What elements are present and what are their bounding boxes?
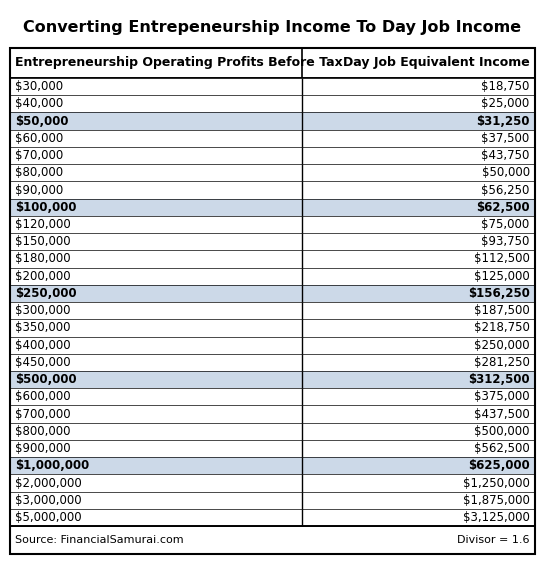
Text: $75,000: $75,000 — [481, 218, 530, 231]
Text: $150,000: $150,000 — [15, 235, 71, 249]
Text: $250,000: $250,000 — [474, 339, 530, 352]
Bar — [10, 440, 535, 457]
Bar — [10, 250, 535, 268]
Text: $1,250,000: $1,250,000 — [463, 477, 530, 489]
Bar — [10, 198, 535, 216]
Text: $600,000: $600,000 — [15, 391, 71, 403]
Bar — [10, 78, 535, 95]
Text: $93,750: $93,750 — [481, 235, 530, 249]
Text: $500,000: $500,000 — [15, 373, 77, 386]
Text: $43,750: $43,750 — [481, 149, 530, 162]
Bar — [10, 147, 535, 164]
Text: $300,000: $300,000 — [15, 304, 71, 317]
Text: $70,000: $70,000 — [15, 149, 64, 162]
Text: $625,000: $625,000 — [468, 459, 530, 473]
Bar — [10, 112, 535, 130]
Text: $18,750: $18,750 — [481, 80, 530, 93]
Text: Converting Entrepeneurship Income To Day Job Income: Converting Entrepeneurship Income To Day… — [23, 20, 522, 36]
Bar — [10, 164, 535, 182]
Text: $62,500: $62,500 — [476, 201, 530, 214]
Bar — [10, 509, 535, 526]
Text: $120,000: $120,000 — [15, 218, 71, 231]
Text: $400,000: $400,000 — [15, 339, 71, 352]
Text: $200,000: $200,000 — [15, 269, 71, 283]
Text: $350,000: $350,000 — [15, 321, 71, 335]
Bar — [10, 285, 535, 302]
Text: $250,000: $250,000 — [15, 287, 77, 300]
Text: $56,250: $56,250 — [481, 183, 530, 197]
Text: $437,500: $437,500 — [474, 407, 530, 421]
Bar — [10, 95, 535, 112]
Bar — [10, 182, 535, 198]
Text: $180,000: $180,000 — [15, 253, 71, 265]
Text: Day Job Equivalent Income: Day Job Equivalent Income — [343, 56, 530, 69]
Bar — [10, 130, 535, 147]
Bar — [10, 492, 535, 509]
Text: $112,500: $112,500 — [474, 253, 530, 265]
Bar — [10, 216, 535, 233]
Text: $60,000: $60,000 — [15, 132, 64, 145]
Bar — [10, 336, 535, 354]
Bar — [10, 354, 535, 371]
Bar — [10, 526, 535, 554]
Text: $800,000: $800,000 — [15, 425, 71, 438]
Text: $312,500: $312,500 — [468, 373, 530, 386]
Bar — [10, 233, 535, 250]
Text: $450,000: $450,000 — [15, 356, 71, 369]
Text: $375,000: $375,000 — [474, 391, 530, 403]
Text: $700,000: $700,000 — [15, 407, 71, 421]
Text: Divisor = 1.6: Divisor = 1.6 — [457, 535, 530, 545]
Bar — [10, 457, 535, 474]
Text: $3,125,000: $3,125,000 — [463, 511, 530, 524]
Text: $156,250: $156,250 — [468, 287, 530, 300]
Text: $40,000: $40,000 — [15, 97, 64, 111]
Text: $37,500: $37,500 — [481, 132, 530, 145]
Bar — [10, 371, 535, 388]
Text: $100,000: $100,000 — [15, 201, 77, 214]
Text: $2,000,000: $2,000,000 — [15, 477, 82, 489]
Text: $281,250: $281,250 — [474, 356, 530, 369]
Bar — [10, 320, 535, 336]
Bar — [10, 302, 535, 320]
Text: $1,875,000: $1,875,000 — [463, 494, 530, 507]
Text: $80,000: $80,000 — [15, 166, 63, 179]
Bar — [10, 406, 535, 423]
Bar — [10, 388, 535, 406]
Bar — [10, 48, 535, 554]
Text: $1,000,000: $1,000,000 — [15, 459, 89, 473]
Bar — [10, 48, 535, 554]
Text: $187,500: $187,500 — [474, 304, 530, 317]
Bar — [10, 268, 535, 285]
Text: $562,500: $562,500 — [474, 442, 530, 455]
Text: $50,000: $50,000 — [482, 166, 530, 179]
Text: $90,000: $90,000 — [15, 183, 64, 197]
Bar — [10, 474, 535, 492]
Text: $500,000: $500,000 — [474, 425, 530, 438]
Text: $5,000,000: $5,000,000 — [15, 511, 82, 524]
Text: $25,000: $25,000 — [481, 97, 530, 111]
Text: $30,000: $30,000 — [15, 80, 63, 93]
Text: $50,000: $50,000 — [15, 115, 69, 127]
Text: $3,000,000: $3,000,000 — [15, 494, 82, 507]
Text: $31,250: $31,250 — [476, 115, 530, 127]
Bar — [10, 48, 535, 78]
Text: Entrepreneurship Operating Profits Before Tax: Entrepreneurship Operating Profits Befor… — [15, 56, 343, 69]
Text: $125,000: $125,000 — [474, 269, 530, 283]
Bar — [10, 423, 535, 440]
Text: $218,750: $218,750 — [474, 321, 530, 335]
Text: Source: FinancialSamurai.com: Source: FinancialSamurai.com — [15, 535, 184, 545]
Text: $900,000: $900,000 — [15, 442, 71, 455]
